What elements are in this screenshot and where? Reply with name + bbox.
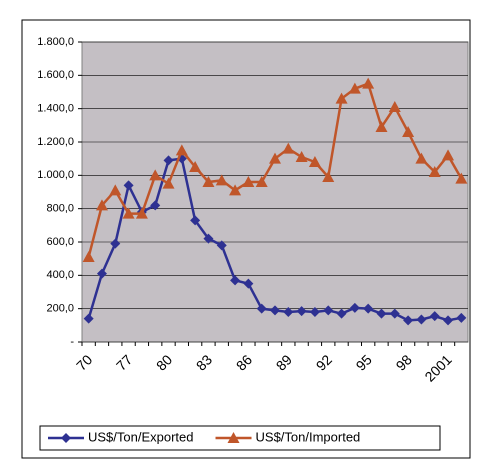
point bbox=[402, 126, 415, 137]
point bbox=[388, 101, 401, 112]
y-tick-label: 200,0 bbox=[46, 303, 74, 315]
point bbox=[456, 312, 467, 323]
y-tick-label: 600,0 bbox=[46, 236, 74, 248]
point bbox=[163, 155, 174, 166]
point bbox=[203, 233, 214, 244]
point bbox=[323, 305, 334, 316]
point bbox=[150, 200, 161, 211]
point bbox=[202, 176, 215, 187]
point bbox=[443, 315, 454, 326]
legend-label: US$/Ton/Imported bbox=[256, 429, 361, 444]
y-tick-label: 1.600,0 bbox=[37, 69, 74, 81]
point bbox=[442, 149, 455, 161]
point bbox=[61, 433, 71, 443]
point bbox=[322, 171, 335, 182]
point bbox=[349, 302, 360, 313]
point bbox=[336, 308, 347, 319]
point bbox=[282, 142, 295, 154]
point bbox=[190, 215, 201, 226]
point bbox=[270, 305, 280, 316]
point bbox=[242, 176, 255, 187]
point bbox=[230, 275, 241, 286]
point bbox=[189, 161, 202, 172]
point bbox=[82, 251, 95, 262]
point bbox=[216, 240, 227, 251]
point bbox=[416, 314, 427, 325]
point bbox=[123, 180, 134, 191]
point bbox=[309, 307, 320, 317]
point bbox=[335, 92, 348, 104]
y-tick-label: 1.200,0 bbox=[37, 136, 74, 148]
point bbox=[389, 308, 400, 319]
point bbox=[109, 184, 122, 196]
point bbox=[429, 311, 440, 322]
point bbox=[95, 199, 108, 211]
point bbox=[215, 174, 228, 186]
point bbox=[229, 184, 242, 196]
point bbox=[175, 144, 188, 156]
point bbox=[428, 166, 441, 177]
point bbox=[376, 308, 387, 319]
point bbox=[455, 172, 468, 184]
point bbox=[83, 313, 94, 324]
legend: US$/Ton/Exported US$/Ton/Imported bbox=[39, 425, 441, 451]
point bbox=[308, 156, 321, 167]
y-tick-label: - bbox=[70, 336, 74, 348]
point bbox=[269, 152, 281, 164]
legend-label: US$/Ton/Exported bbox=[88, 429, 194, 444]
point bbox=[149, 169, 162, 181]
point bbox=[135, 207, 148, 219]
point bbox=[122, 207, 135, 219]
point bbox=[162, 177, 175, 189]
point bbox=[256, 303, 267, 314]
point bbox=[415, 152, 428, 164]
y-tick-label: 1.800,0 bbox=[37, 36, 74, 48]
point bbox=[255, 176, 268, 187]
point bbox=[375, 121, 388, 132]
point bbox=[362, 77, 375, 89]
point bbox=[96, 268, 107, 279]
point bbox=[295, 151, 308, 162]
point bbox=[348, 82, 361, 94]
point bbox=[283, 307, 294, 317]
y-tick-label: 1.000,0 bbox=[37, 169, 74, 181]
point bbox=[110, 238, 121, 249]
y-tick-label: 1.400,0 bbox=[37, 103, 74, 115]
point bbox=[243, 278, 254, 289]
point bbox=[227, 432, 240, 443]
plot-area bbox=[81, 41, 469, 343]
point bbox=[363, 303, 374, 314]
y-tick-label: 800,0 bbox=[46, 203, 74, 215]
y-tick-label: 400,0 bbox=[46, 269, 74, 281]
point bbox=[296, 306, 307, 317]
point bbox=[403, 315, 414, 326]
